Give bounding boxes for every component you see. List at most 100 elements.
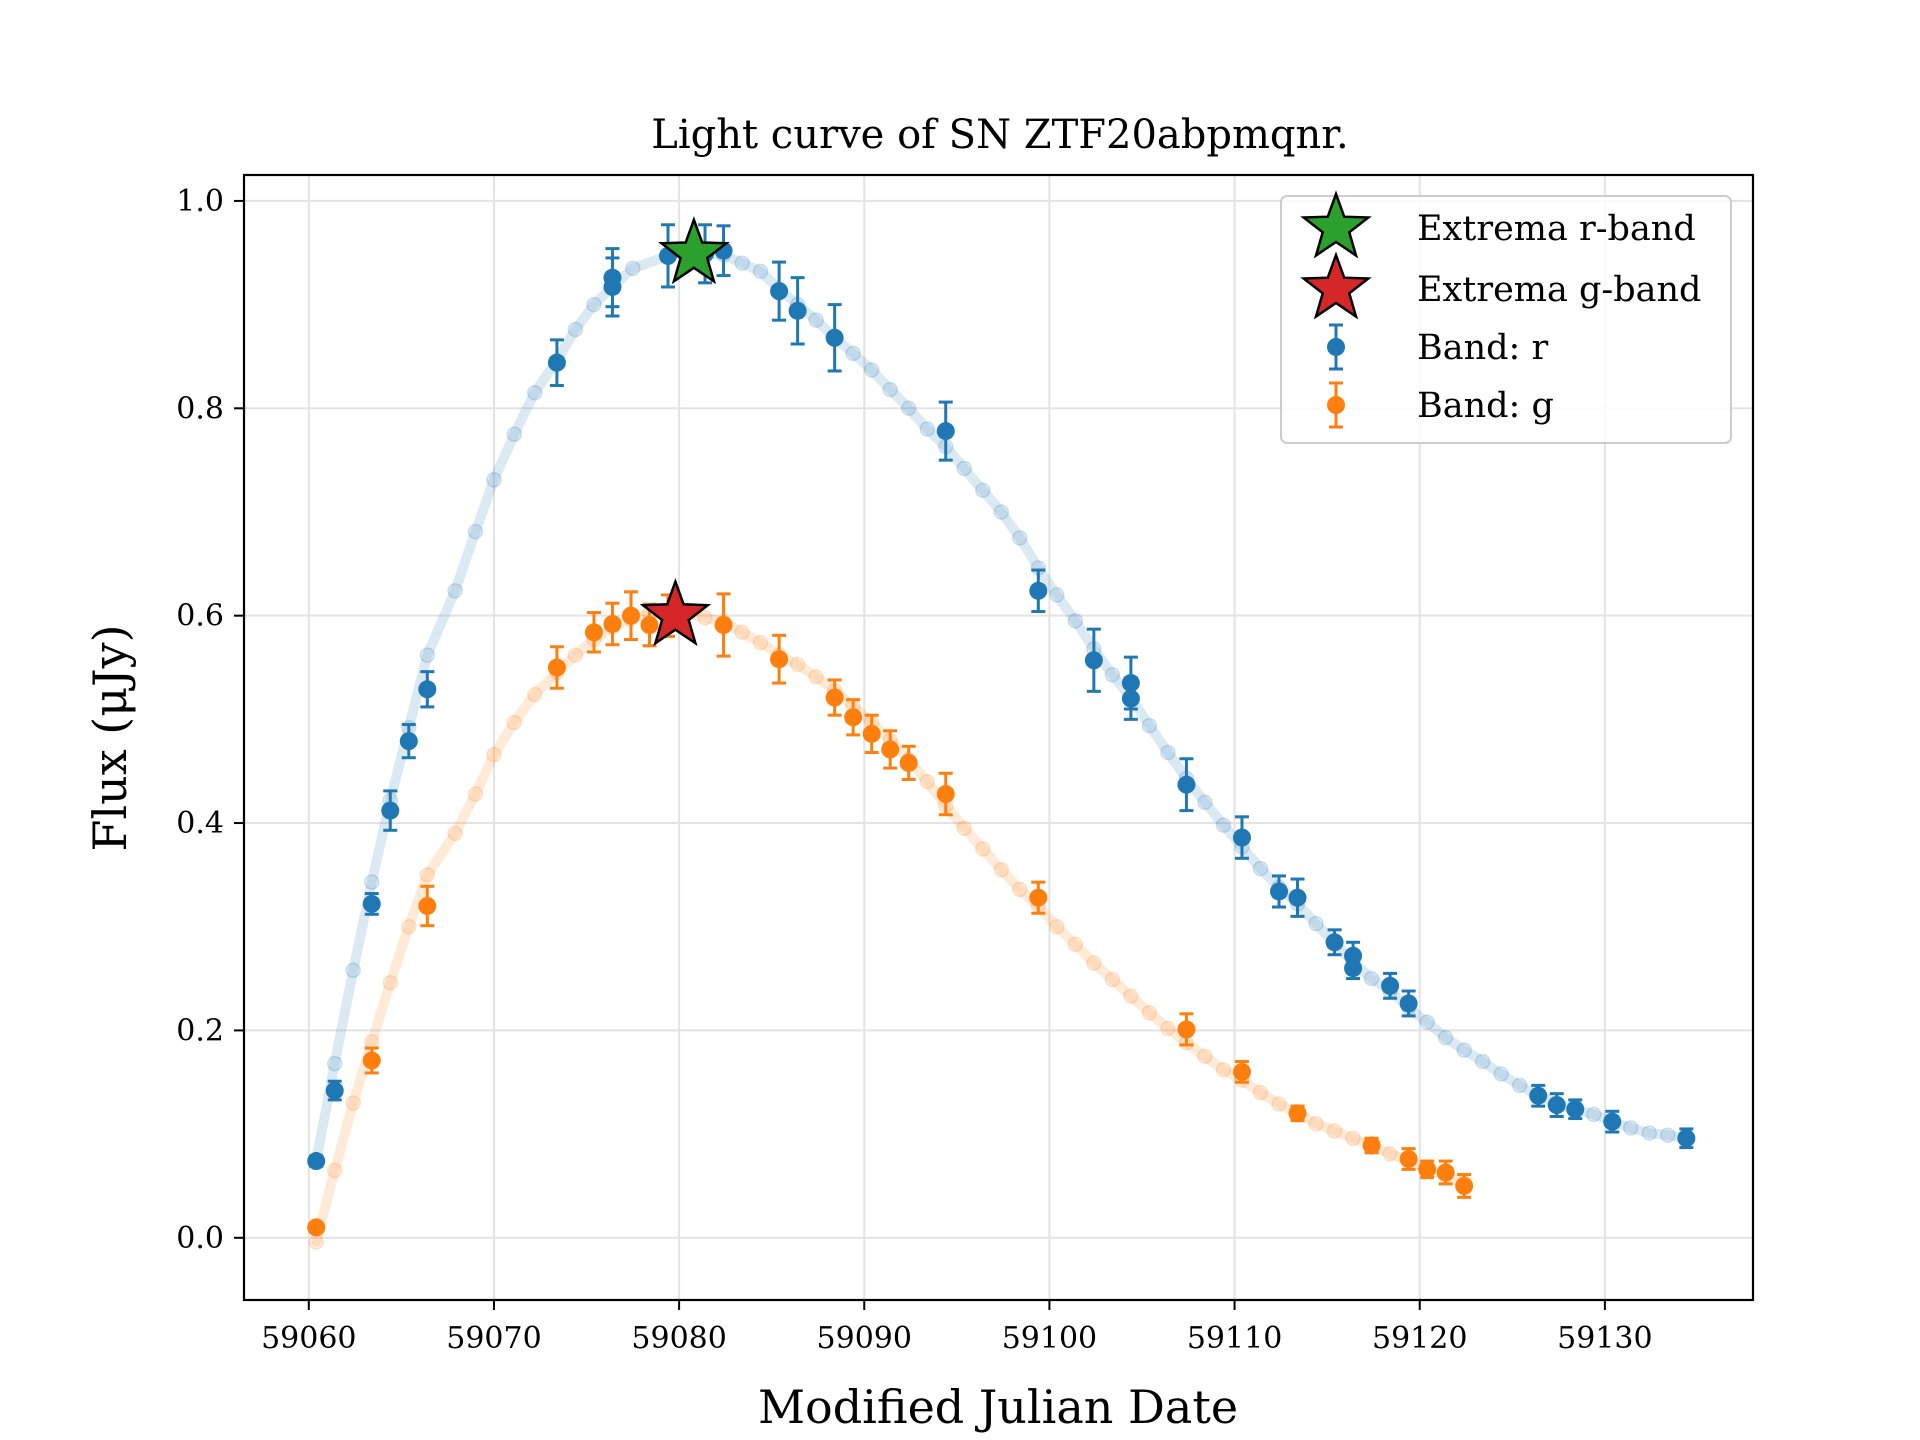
data-point — [418, 896, 437, 915]
model-point — [1623, 1120, 1639, 1136]
model-point — [956, 460, 972, 477]
x-tick-label: 59100 — [1002, 1321, 1097, 1356]
y-tick-label: 0.4 — [176, 806, 224, 841]
model-point — [993, 861, 1010, 878]
data-point — [621, 606, 640, 625]
model-point — [567, 647, 584, 663]
data-point — [936, 422, 955, 441]
model-curve-band — [311, 606, 1470, 1247]
model-point — [697, 609, 713, 626]
plot-frame — [242, 173, 1755, 1302]
model-point — [1456, 1042, 1472, 1058]
data-point — [603, 268, 622, 287]
data-points — [307, 223, 1696, 1237]
data-point — [899, 753, 918, 772]
data-point — [640, 616, 659, 634]
model-point — [1345, 1130, 1361, 1146]
data-point — [1399, 994, 1418, 1013]
legend: Extrema r-band Extrema g-band Band: r Band:… — [1280, 190, 1732, 444]
model-point — [345, 1095, 361, 1111]
model-point — [882, 381, 898, 398]
data-point — [1029, 581, 1048, 600]
model-point — [919, 421, 935, 437]
model-point — [1197, 794, 1213, 811]
data-point — [307, 1152, 326, 1171]
legend-box — [1280, 195, 1732, 444]
model-point — [1049, 918, 1065, 935]
data-point — [1436, 1163, 1455, 1182]
model-point — [1641, 1125, 1658, 1141]
x-tick-label: 59060 — [261, 1321, 356, 1356]
model-point — [789, 656, 806, 673]
model-point — [1511, 1077, 1528, 1094]
model-point — [1160, 1020, 1176, 1037]
data-point — [825, 328, 844, 347]
legend-label: Extrema r-band — [1417, 209, 1696, 249]
model-point — [808, 312, 824, 328]
model-point — [1586, 1106, 1602, 1123]
x-tick-label: 59080 — [631, 1321, 726, 1356]
model-point — [975, 841, 991, 857]
legend-dot — [1327, 396, 1345, 414]
data-point — [1529, 1086, 1548, 1105]
model-point — [1086, 955, 1102, 971]
model-point — [1215, 1062, 1232, 1078]
model-point — [467, 523, 484, 540]
model-point — [401, 918, 417, 935]
data-point — [1121, 689, 1140, 708]
data-point — [1418, 1160, 1437, 1179]
data-point — [1455, 1176, 1474, 1195]
y-tick-label: 0.6 — [176, 599, 224, 634]
data-point — [547, 353, 566, 372]
model-point — [447, 825, 463, 842]
model-point — [919, 773, 935, 790]
data-point — [862, 724, 881, 743]
model-point — [1419, 1014, 1435, 1030]
legend-label: Band: g — [1417, 386, 1554, 426]
data-point — [1381, 976, 1400, 995]
data-point — [1603, 1112, 1622, 1131]
extrema-markers — [639, 216, 730, 647]
chart-title: Light curve of SN ZTF20abpmqnr. — [651, 112, 1348, 158]
model-point — [419, 647, 436, 663]
model-point — [956, 820, 972, 836]
model-point — [1660, 1127, 1676, 1143]
y-axis-ticks: 0.0 0.2 0.4 0.6 0.8 1.0 — [176, 184, 244, 1256]
model-point — [364, 874, 380, 890]
data-point — [1325, 933, 1344, 952]
model-point — [993, 504, 1010, 520]
model-point — [467, 786, 484, 802]
model-point — [326, 1055, 343, 1072]
model-point — [526, 686, 543, 703]
data-point — [1232, 828, 1251, 847]
model-point — [1067, 613, 1084, 629]
model-point — [975, 482, 991, 498]
data-point — [362, 1051, 381, 1070]
model-point — [1308, 1115, 1324, 1132]
data-point — [547, 658, 566, 677]
model-point — [1382, 1146, 1398, 1162]
data-point — [1084, 651, 1103, 670]
model-point — [1215, 817, 1232, 833]
data-point — [1232, 1062, 1251, 1081]
data-point — [381, 801, 400, 820]
model-point — [447, 583, 463, 599]
legend-label: Band: r — [1417, 328, 1548, 368]
x-tick-label: 59120 — [1372, 1321, 1467, 1356]
x-tick-label: 59090 — [817, 1321, 912, 1356]
data-point — [1288, 888, 1307, 907]
model-point — [863, 362, 880, 378]
x-tick-label: 59130 — [1557, 1321, 1652, 1356]
model-point — [1474, 1053, 1491, 1070]
data-point — [603, 614, 622, 633]
model-point — [586, 296, 602, 313]
model-point — [1308, 915, 1324, 932]
model-point — [1104, 971, 1121, 988]
model-point — [1160, 744, 1176, 761]
data-point — [418, 680, 437, 699]
data-point — [1362, 1136, 1381, 1155]
model-point — [419, 867, 436, 883]
data-point — [936, 785, 955, 804]
model-point — [734, 624, 750, 641]
data-point — [844, 708, 863, 727]
